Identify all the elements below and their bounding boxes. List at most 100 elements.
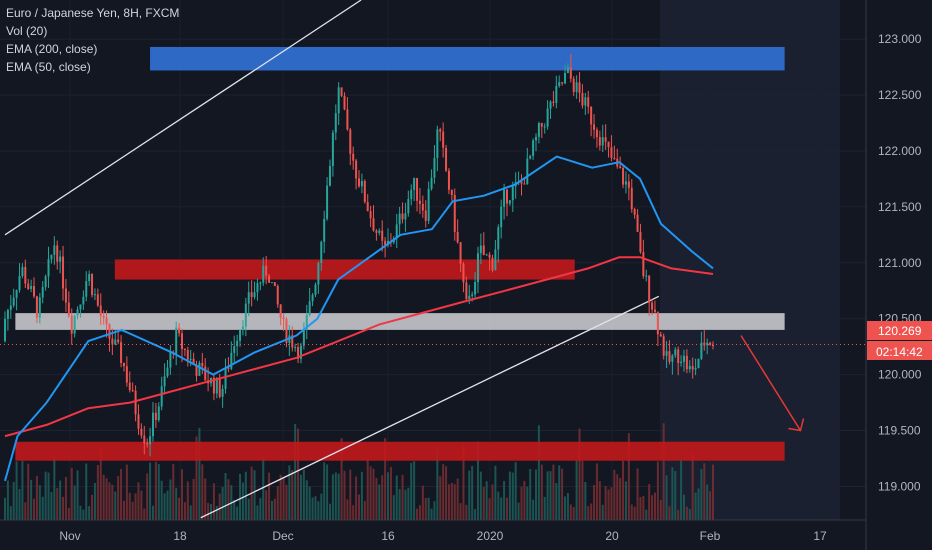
volume-bar — [468, 470, 471, 520]
volume-bar — [186, 481, 189, 520]
volume-bar — [407, 487, 410, 520]
volume-bar — [337, 473, 340, 520]
volume-bar — [709, 491, 712, 520]
volume-bar — [648, 484, 651, 520]
volume-bar — [564, 496, 567, 520]
candle-body — [363, 181, 366, 203]
candle-body — [317, 262, 320, 285]
candle-body — [520, 181, 523, 184]
price-labels: 120.269 02:14:42 — [867, 321, 932, 360]
candle-body — [47, 259, 50, 277]
volume-bar — [677, 509, 680, 520]
x-tick-label: 18 — [173, 529, 187, 543]
y-tick-label: 121.500 — [878, 200, 922, 214]
candle-body — [117, 339, 120, 343]
volume-bar — [88, 506, 91, 520]
candle-body — [276, 285, 279, 305]
volume-bar — [311, 497, 314, 520]
candle-body — [149, 436, 152, 445]
legend: Euro / Japanese Yen, 8H, FXCM Vol (20) E… — [6, 4, 179, 76]
candle-body — [572, 78, 575, 92]
volume-bar — [67, 508, 70, 520]
x-tick-label: Feb — [700, 529, 721, 543]
candle-body — [253, 292, 256, 298]
volume-bar — [299, 474, 302, 520]
volume-bar — [117, 476, 120, 520]
y-tick-label: 120.000 — [878, 368, 922, 382]
candle-body — [401, 213, 404, 220]
volume-bar — [56, 487, 59, 520]
volume-bar — [352, 505, 355, 520]
candle-body — [146, 442, 149, 445]
candle-body — [169, 352, 172, 368]
candle-body — [633, 209, 636, 215]
candle-body — [38, 297, 41, 318]
candle-body — [186, 350, 189, 360]
legend-ema200[interactable]: EMA (200, close) — [6, 42, 98, 56]
time-axis[interactable]: Nov 18 Dec 16 2020 20 Feb 17 — [59, 529, 827, 543]
volume-bar — [590, 503, 593, 520]
volume-bar — [360, 471, 363, 520]
volume-bar — [210, 503, 213, 520]
volume-bar — [331, 474, 334, 520]
candle-body — [88, 274, 91, 282]
zone-pivot — [15, 313, 785, 330]
trendlines — [4, 0, 660, 519]
candle-body — [465, 282, 468, 299]
candle-body — [378, 230, 381, 233]
volume-bar — [613, 469, 616, 520]
candle-body — [709, 342, 712, 345]
candle-body — [204, 366, 207, 381]
volume-bar — [395, 475, 398, 520]
volume-bar — [128, 492, 131, 520]
candle-body — [366, 202, 369, 212]
candle-body — [691, 366, 694, 370]
candle-body — [299, 345, 302, 359]
candle-body — [381, 230, 384, 241]
countdown-label: 02:14:42 — [876, 345, 923, 359]
volume-bar — [572, 506, 575, 520]
volume-bar — [442, 464, 445, 520]
candle-body — [511, 186, 514, 201]
candle-body — [76, 309, 79, 316]
volume-bar — [514, 462, 517, 520]
candle-body — [15, 290, 18, 298]
candle-body — [680, 361, 683, 364]
candle-body — [369, 211, 372, 219]
candle-body — [418, 200, 421, 204]
volume-bar — [659, 499, 662, 520]
candle-body — [447, 170, 450, 190]
candle-body — [244, 303, 247, 327]
volume-bar — [82, 509, 85, 520]
candle-body — [70, 315, 73, 334]
volume-bar — [398, 489, 401, 520]
candle-body — [700, 342, 703, 359]
volume-bar — [607, 489, 610, 520]
volume-bar — [427, 497, 430, 520]
candle-body — [613, 157, 616, 159]
volume-bar — [64, 476, 67, 520]
candle-body — [433, 157, 436, 178]
candle-body — [416, 178, 419, 201]
volume-bar — [105, 478, 108, 520]
volume-bar — [517, 502, 520, 520]
candle-body — [163, 376, 166, 387]
x-tick-label: 17 — [813, 529, 827, 543]
candle-body — [410, 189, 413, 200]
legend-volume[interactable]: Vol (20) — [6, 24, 48, 38]
volume-bar — [189, 505, 192, 520]
candle-body — [131, 390, 134, 392]
candle-body — [604, 137, 607, 142]
y-tick-label: 123.000 — [878, 32, 922, 46]
volume-bar — [447, 484, 450, 520]
volume-bar — [619, 478, 622, 520]
volume-bar — [6, 480, 9, 520]
legend-ema50[interactable]: EMA (50, close) — [6, 60, 91, 74]
price-axis[interactable]: 119.000119.500120.000120.500121.000121.5… — [878, 32, 922, 493]
legend-symbol[interactable]: Euro / Japanese Yen, 8H, FXCM — [6, 6, 180, 20]
volume-bar — [302, 469, 305, 520]
volume-bar — [163, 493, 166, 520]
highlight-region — [660, 0, 840, 520]
volume-bar — [70, 467, 73, 520]
